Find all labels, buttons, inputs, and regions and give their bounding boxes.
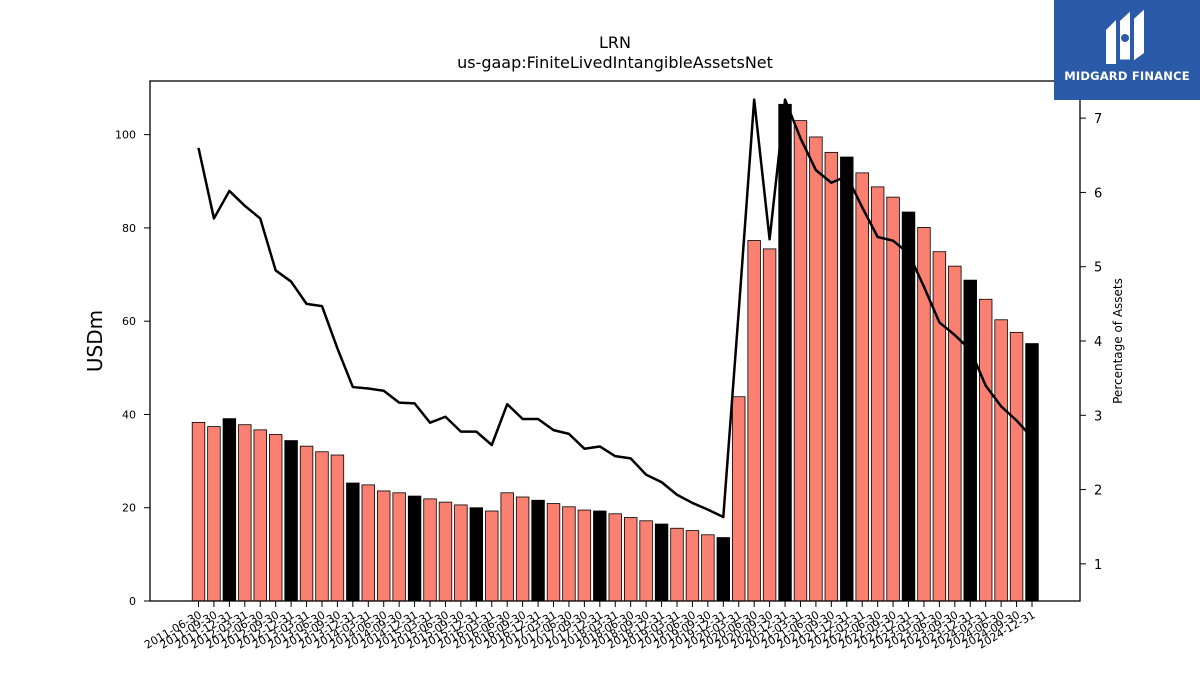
- y2-tick-label: 4: [1094, 335, 1102, 350]
- bar: [932, 251, 947, 602]
- y2-tick-label: 1: [1094, 558, 1102, 573]
- bar: [1009, 331, 1024, 602]
- bar: [762, 248, 777, 602]
- bar: [191, 421, 206, 602]
- y-tick-label: 0: [129, 595, 136, 608]
- y-axis-label: USDm: [83, 310, 107, 372]
- bar: [855, 172, 869, 602]
- bar: [222, 418, 237, 602]
- bar: [330, 454, 345, 602]
- y-tick-label: 80: [122, 222, 136, 235]
- bar: [870, 186, 885, 602]
- bar: [685, 530, 700, 602]
- y2-tick-label: 6: [1094, 186, 1102, 201]
- bar: [284, 440, 298, 602]
- bar: [994, 319, 1008, 602]
- bar: [1025, 343, 1039, 602]
- bar: [500, 492, 514, 602]
- y-tick-label: 100: [115, 129, 136, 142]
- bar: [377, 490, 391, 602]
- bar: [392, 492, 406, 602]
- midgard-logo-icon: [1106, 9, 1144, 64]
- bar: [407, 495, 422, 602]
- bar: [515, 496, 530, 602]
- bar: [608, 513, 622, 602]
- bar: [948, 265, 962, 602]
- bar: [454, 504, 468, 602]
- bar: [593, 510, 607, 602]
- bar: [531, 499, 545, 602]
- brand-logo: MIDGARD FINANCE: [1054, 0, 1200, 100]
- y-tick-label: 60: [122, 315, 136, 328]
- bar: [778, 103, 792, 602]
- bar: [793, 120, 808, 602]
- bar: [639, 520, 653, 602]
- bar: [577, 509, 592, 602]
- y2-axis-label: Percentage of Assets: [1111, 278, 1125, 404]
- bar: [963, 279, 977, 602]
- bar: [716, 537, 731, 602]
- bar: [623, 517, 638, 602]
- bar: [917, 227, 931, 602]
- bar: [485, 510, 499, 602]
- bar: [670, 527, 684, 602]
- bar: [315, 451, 329, 602]
- bar: [346, 482, 360, 602]
- bar: [840, 156, 854, 602]
- y2-tick-label: 3: [1094, 409, 1102, 424]
- bar: [978, 298, 993, 602]
- bar: [299, 445, 314, 602]
- bar: [809, 136, 823, 602]
- bar: [654, 523, 669, 602]
- bar: [562, 506, 576, 602]
- bar-series: [191, 103, 1039, 602]
- y2-tick-label: 7: [1094, 112, 1102, 127]
- y2-tick-label: 5: [1094, 261, 1102, 276]
- y-tick-label: 20: [122, 502, 136, 515]
- y2-tick-label: 2: [1094, 484, 1102, 499]
- bar: [747, 240, 761, 602]
- bar: [732, 396, 746, 602]
- bar: [824, 151, 839, 602]
- bar: [886, 196, 900, 602]
- line-path: [197, 98, 1033, 519]
- bar: [268, 434, 283, 602]
- line-series: [197, 98, 1033, 519]
- bar: [423, 498, 437, 602]
- bar: [701, 534, 715, 602]
- y-tick-label: 40: [122, 408, 136, 421]
- bar: [546, 503, 561, 602]
- bar: [253, 429, 267, 602]
- bar: [207, 426, 221, 602]
- brand-name: MIDGARD FINANCE: [1064, 69, 1190, 83]
- bar: [901, 211, 916, 602]
- bar: [469, 507, 484, 602]
- bar: [438, 501, 453, 602]
- chart-subtitle: us-gaap:FiniteLivedIntangibleAssetsNet: [457, 53, 773, 72]
- chart-title: LRN: [599, 33, 631, 52]
- bar: [361, 484, 375, 602]
- bar: [238, 424, 252, 602]
